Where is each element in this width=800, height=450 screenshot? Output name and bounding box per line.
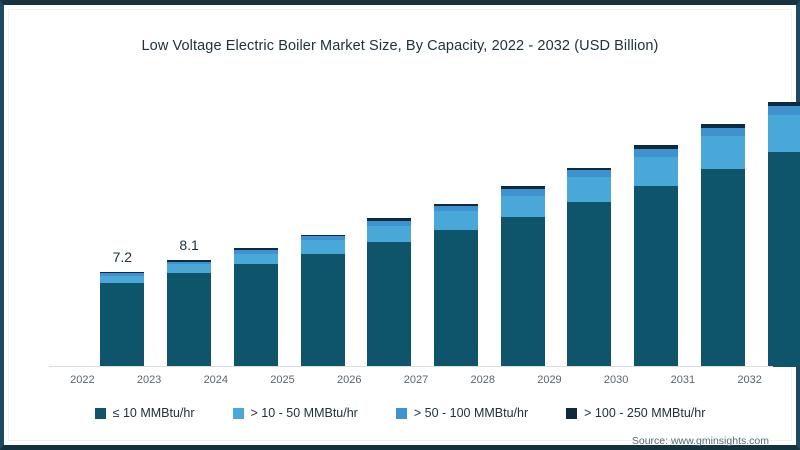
bar-segment-2030-s1: [634, 157, 679, 187]
bar-segment-2032-s2: [767, 105, 800, 116]
bar-segment-2025-s1: [300, 240, 345, 254]
chart-legend: ≤ 10 MMBtu/hr > 10 - 50 MMBtu/hr > 50 - 10…: [9, 406, 791, 420]
x-axis-line: [49, 366, 773, 367]
bar-segment-2028-s2: [500, 188, 545, 196]
bar-segment-2027-s0: [434, 229, 478, 367]
bar-column-2028[interactable]: [500, 186, 545, 367]
legend-swatch-le-10: [94, 407, 106, 419]
bar-segment-2024-s0: [233, 264, 278, 367]
bar-segment-2022-s2: [100, 273, 145, 276]
bar-segment-2027-s3: [434, 203, 478, 207]
bar-segment-2026-s1: [367, 225, 412, 242]
chart-canvas: Low Voltage Electric Boiler Market Size,…: [8, 9, 800, 447]
plot-area: 7.2 8.1: [49, 90, 800, 367]
bar-segment-2023-s2: [167, 261, 212, 265]
bar-segment-2029-s0: [567, 202, 612, 367]
bar-segment-2029-s2: [567, 170, 612, 178]
legend-swatch-50-100: [395, 407, 407, 419]
legend-label-1: > 10 - 50 MMBtu/hr: [250, 406, 358, 420]
bar-segment-2024-s2: [233, 249, 278, 254]
legend-item-2[interactable]: > 50 - 100 MMBtu/hr: [395, 406, 529, 420]
bar-column-2032[interactable]: [767, 101, 800, 367]
x-axis-tick-2031: 2031: [670, 374, 696, 386]
x-axis-tick-2027: 2027: [403, 374, 429, 386]
legend-label-2: > 50 - 100 MMBtu/hr: [413, 406, 529, 420]
x-axis-tick-2030: 2030: [603, 374, 629, 386]
x-axis-tick-2023: 2023: [136, 374, 162, 386]
bar-segment-2029-s3: [567, 167, 612, 171]
bar-segment-2025-s0: [300, 253, 345, 367]
bar-segment-2032-s0: [767, 152, 800, 367]
bar-column-2030[interactable]: [634, 145, 679, 367]
bar-column-2029[interactable]: [567, 167, 612, 367]
bar-segment-2025-s3: [300, 235, 345, 237]
bar-column-2025[interactable]: [300, 235, 345, 367]
legend-swatch-10-50: [232, 407, 244, 419]
bar-column-2026[interactable]: [367, 218, 412, 367]
source-attribution: Source: www.gminsights.com: [631, 435, 769, 447]
bar-segment-2022-s3: [100, 272, 145, 274]
bar-segment-2031-s0: [700, 169, 745, 367]
bar-segment-2022-s0: [100, 282, 145, 367]
x-axis-tick-2028: 2028: [470, 374, 495, 386]
bar-segment-2023-s1: [167, 264, 212, 274]
bar-segment-2028-s0: [500, 216, 545, 367]
bar-column-2027[interactable]: [434, 203, 478, 367]
legend-item-1[interactable]: > 10 - 50 MMBtu/hr: [232, 406, 358, 420]
x-axis-tick-2025: 2025: [270, 374, 295, 386]
bar-segment-2027-s2: [434, 206, 478, 212]
bar-segment-2026-s2: [367, 220, 412, 226]
legend-item-0[interactable]: ≤ 10 MMBtu/hr: [94, 406, 195, 420]
bar-segment-2022-s1: [100, 276, 145, 283]
x-axis-tick-2022: 2022: [70, 374, 95, 386]
bar-segment-2026-s3: [367, 218, 412, 221]
bar-segment-2030-s0: [634, 186, 679, 367]
bar-column-2031[interactable]: [700, 124, 745, 367]
x-axis-tick-2026: 2026: [337, 374, 362, 386]
bar-column-2022[interactable]: 7.2: [100, 249, 145, 367]
chart-title: Low Voltage Electric Boiler Market Size,…: [141, 38, 659, 54]
legend-item-3[interactable]: > 100 - 250 MMBtu/hr: [566, 406, 705, 420]
legend-swatch-100-250: [566, 407, 578, 419]
bar-segment-2024-s3: [233, 248, 278, 250]
x-axis-tick-2029: 2029: [537, 374, 562, 386]
bar-segment-2030-s2: [634, 149, 679, 158]
bar-segment-2025-s2: [300, 236, 345, 241]
bar-column-2024[interactable]: [233, 248, 278, 367]
bar-segment-2023-s0: [167, 273, 212, 367]
bar-column-2023[interactable]: 8.1: [167, 237, 212, 367]
bar-segment-2032-s1: [767, 115, 800, 152]
bar-segment-2027-s1: [434, 211, 478, 230]
bar-segment-2030-s3: [634, 145, 679, 150]
legend-label-3: > 100 - 250 MMBtu/hr: [584, 406, 706, 420]
bar-segment-2032-s3: [767, 101, 800, 106]
legend-label-0: ≤ 10 MMBtu/hr: [112, 406, 195, 420]
bar-segment-2031-s2: [700, 128, 745, 137]
bar-segment-2029-s1: [567, 177, 612, 203]
bar-segment-2031-s3: [700, 124, 745, 129]
bar-segment-2026-s0: [367, 241, 412, 367]
bar-value-label-2023: 8.1: [179, 237, 199, 254]
bar-segment-2024-s1: [233, 253, 278, 265]
bar-segment-2028-s1: [500, 195, 545, 217]
bar-value-label-2022: 7.2: [112, 249, 133, 266]
bar-segment-2023-s3: [167, 260, 212, 262]
bar-segment-2031-s1: [700, 136, 745, 170]
x-axis-tick-2024: 2024: [203, 374, 229, 386]
bar-segment-2028-s3: [500, 186, 545, 189]
x-axis-tick-2032: 2032: [737, 374, 762, 386]
